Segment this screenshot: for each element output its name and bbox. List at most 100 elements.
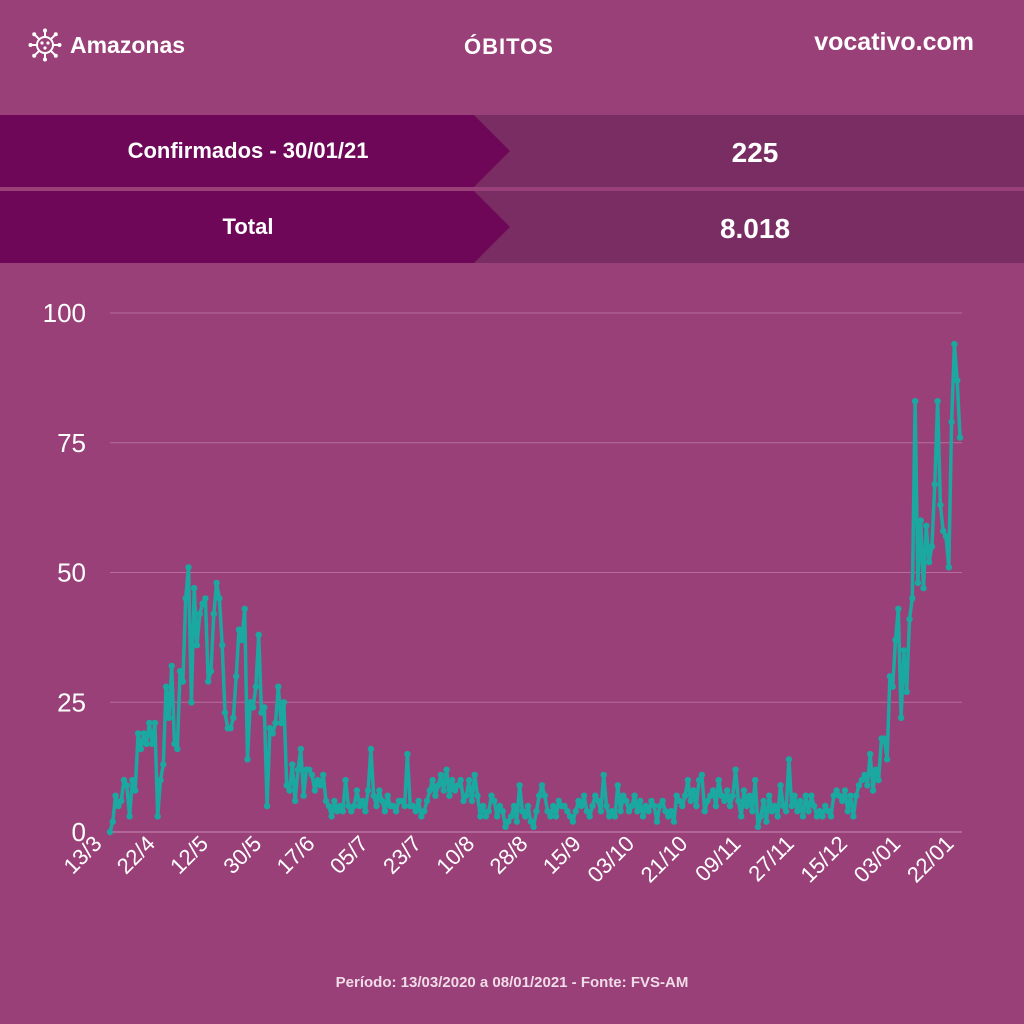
data-point (202, 595, 209, 602)
data-point (137, 745, 145, 753)
data-point (639, 813, 647, 820)
data-point (440, 787, 447, 794)
stat-label-band (0, 115, 510, 187)
data-point (760, 797, 767, 805)
data-point (827, 813, 835, 820)
x-tick-label: 21/10 (636, 831, 693, 888)
x-tick-label: 15/12 (795, 831, 852, 888)
data-point (645, 808, 652, 815)
data-point (895, 605, 902, 612)
data-point (600, 771, 607, 779)
data-point (109, 818, 117, 825)
data-point (796, 797, 804, 805)
data-point (454, 782, 462, 789)
deaths-line-chart: 0 25 50 75 100 13/3 22/4 12/5 30/5 17/6 05/7 23/7 10… (43, 298, 964, 888)
data-point (165, 714, 173, 721)
stat-label: Confirmados - 30/01/21 (127, 138, 369, 163)
data-point (339, 808, 346, 815)
data-point (872, 766, 879, 773)
data-point (359, 797, 366, 805)
data-point (642, 802, 649, 810)
data-point (320, 771, 327, 779)
data-point (911, 398, 919, 405)
stat-value: 225 (731, 137, 779, 168)
x-tick-label: 03/01 (849, 831, 906, 888)
y-tick-label: 75 (57, 428, 86, 458)
data-point (603, 802, 610, 810)
x-tick-label: 05/7 (325, 831, 373, 879)
data-point (154, 813, 161, 820)
data-point (881, 735, 888, 742)
data-point (928, 543, 936, 550)
data-point (482, 813, 490, 820)
data-point (690, 787, 697, 794)
data-point (364, 787, 372, 794)
data-point (398, 797, 405, 805)
data-point (179, 678, 187, 685)
data-point (367, 745, 375, 753)
stat-label-band (0, 191, 510, 263)
data-point (869, 787, 877, 794)
data-point (401, 802, 408, 810)
x-tick-label: 30/5 (218, 831, 266, 879)
data-point (272, 719, 279, 727)
data-point (695, 776, 703, 784)
data-point (493, 813, 501, 820)
data-point (608, 808, 616, 815)
data-point (477, 813, 484, 820)
data-point (861, 771, 868, 779)
data-point (465, 776, 473, 784)
data-point (311, 787, 318, 794)
data-point (732, 766, 739, 773)
data-point (611, 813, 619, 820)
data-point (771, 802, 779, 810)
data-point (580, 792, 588, 799)
data-point (277, 719, 285, 727)
data-point (308, 771, 316, 779)
data-point (345, 802, 352, 810)
data-point (914, 579, 922, 587)
stat-row-confirmed: Confirmados - 30/01/21 225 (0, 115, 1024, 187)
data-point (322, 797, 330, 805)
data-point (561, 802, 568, 810)
data-point (687, 797, 694, 805)
data-point (519, 808, 526, 815)
data-point (289, 761, 296, 768)
data-point (334, 808, 341, 815)
data-point (283, 782, 290, 789)
data-point (185, 564, 192, 571)
data-point (508, 813, 515, 820)
x-tick-label: 28/8 (485, 831, 533, 879)
data-point (934, 398, 941, 405)
data-point (249, 704, 257, 711)
data-point (867, 750, 874, 758)
brand-name: Amazonas (70, 31, 186, 58)
data-point (460, 797, 467, 805)
data-point (718, 792, 725, 799)
data-point (785, 756, 793, 763)
y-tick-label: 25 (57, 687, 86, 717)
data-point (502, 823, 509, 830)
data-point (897, 714, 905, 721)
data-point (925, 558, 933, 566)
data-point (193, 642, 201, 649)
data-point (451, 787, 459, 794)
data-point (623, 797, 630, 805)
data-point (263, 802, 271, 810)
x-tick-label: 10/8 (431, 831, 479, 879)
x-tick-label: 27/11 (743, 831, 798, 886)
data-point (586, 813, 593, 820)
data-point (729, 792, 736, 799)
header: Amazonas ÓBITOS vocativo.com (0, 0, 1024, 100)
data-point (241, 605, 248, 612)
data-point (235, 626, 243, 633)
data-point (415, 797, 422, 805)
data-point (457, 776, 464, 784)
data-point (923, 522, 930, 529)
data-point (637, 797, 644, 805)
data-point (485, 808, 492, 815)
data-point (726, 802, 734, 810)
data-point (216, 595, 223, 602)
data-point (499, 808, 506, 815)
data-point (252, 683, 260, 690)
